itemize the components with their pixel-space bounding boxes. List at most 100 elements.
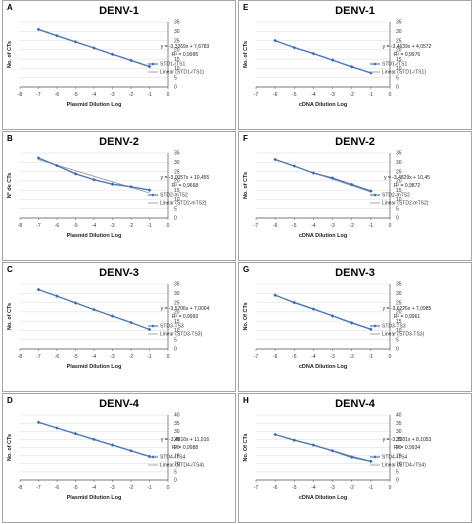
y-tick-label: 35	[396, 20, 402, 26]
chart-title: DENV-4	[335, 398, 376, 410]
chart-title: DENV-1	[99, 5, 139, 17]
data-point	[36, 287, 41, 292]
r-squared-label: R² = 0,9934	[394, 445, 420, 451]
y-tick-label: 0	[396, 478, 399, 484]
y-tick-label: 25	[396, 38, 402, 44]
x-tick-label: -5	[292, 354, 297, 360]
y-tick-label: 5	[174, 206, 177, 212]
regression-equation: y = -3,4816x + 11,016	[161, 437, 209, 443]
x-tick-label: -4	[92, 92, 97, 98]
y-tick-label: 20	[174, 48, 180, 54]
series-line	[274, 39, 372, 74]
x-axis-label: cDNA Dilution Log	[299, 495, 347, 501]
regression-equation: y = -3,0057x + 10,455	[161, 175, 210, 181]
x-axis-label: Plasmid Dilution Log	[67, 495, 122, 501]
data-point	[292, 164, 297, 168]
x-tick-label: -7	[254, 485, 259, 491]
series-line	[274, 294, 372, 330]
data-point	[147, 64, 152, 69]
y-tick-label: 20	[174, 310, 180, 316]
y-tick-label: 10	[174, 461, 180, 467]
x-tick-label: -5	[292, 92, 297, 98]
x-tick-label: -3	[330, 485, 335, 491]
legend-marker	[151, 455, 155, 459]
y-tick-label: 10	[174, 197, 180, 203]
x-tick-label: -6	[55, 485, 60, 491]
x-axis-label: Plasmid Dilution Log	[67, 102, 122, 108]
x-tick-label: 0	[389, 485, 392, 491]
y-tick-label: 10	[174, 66, 180, 72]
x-tick-label: -7	[36, 354, 41, 360]
data-point	[55, 426, 59, 430]
panel-frame	[2, 0, 236, 130]
y-tick-label: 35	[174, 151, 180, 157]
x-tick-label: -4	[311, 354, 316, 360]
legend-entry-series: STD1-rTS1	[382, 62, 408, 68]
panel-frame	[238, 131, 472, 261]
y-tick-label: 30	[174, 429, 180, 435]
r-squared-label: R² = 0,9872	[394, 183, 420, 189]
y-tick-label: 5	[396, 470, 399, 476]
panel-frame	[2, 393, 236, 523]
data-point	[92, 177, 96, 182]
x-tick-label: 0	[389, 92, 392, 98]
data-point	[292, 438, 297, 442]
y-tick-label: 0	[174, 478, 177, 484]
legend-entry-trend: Linear (STD4-rTS4)	[160, 463, 204, 469]
x-tick-label: -1	[147, 485, 152, 491]
y-tick-label: 0	[174, 85, 177, 91]
y-tick-label: 25	[174, 169, 180, 175]
panel-frame	[2, 131, 236, 261]
x-tick-label: -7	[254, 223, 259, 229]
x-tick-label: -4	[92, 223, 97, 229]
y-tick-label: 5	[396, 75, 399, 81]
chart-title: DENV-2	[99, 136, 139, 148]
y-axis-label: No. of CTs	[7, 303, 13, 330]
y-tick-label: 20	[396, 179, 402, 185]
y-tick-label: 30	[396, 291, 402, 297]
legend-entry-series: STD4-rTS4	[382, 455, 408, 461]
chart-title: DENV-2	[335, 136, 375, 148]
data-point	[92, 437, 96, 442]
y-axis-label: No. Of CTs	[243, 433, 249, 461]
x-tick-label: -4	[311, 223, 316, 229]
x-tick-label: -3	[110, 354, 115, 360]
legend-entry-trend: Linear (STD2-mTS2)	[382, 201, 429, 207]
r-squared-label: R² = 0,9961	[394, 314, 420, 320]
y-tick-label: 0	[396, 85, 399, 91]
legend-entry-trend: Linear (STD2-mTS2)	[160, 201, 207, 207]
panel-frame	[238, 262, 472, 392]
y-tick-label: 25	[396, 437, 402, 443]
x-tick-label: -7	[36, 223, 41, 229]
data-point	[147, 327, 152, 332]
panel-frame	[238, 0, 472, 130]
y-tick-label: 15	[174, 57, 180, 63]
y-tick-label: 15	[396, 319, 402, 325]
x-tick-label: -3	[330, 354, 335, 360]
legend-marker	[151, 324, 155, 328]
x-tick-label: -1	[369, 223, 374, 229]
legend-marker	[373, 324, 377, 328]
regression-equation: y = -3,4639x + 4,0572	[383, 44, 432, 50]
legend-entry-trend: Linear (STD4-rTS4)	[382, 463, 426, 469]
x-tick-label: -2	[349, 485, 354, 491]
r-squared-label: R² = 0,9993	[172, 314, 198, 320]
x-tick-label: -5	[73, 223, 78, 229]
x-tick-label: -5	[73, 354, 78, 360]
y-tick-label: 15	[174, 188, 180, 194]
legend-entry-trend: Linear (STD1-rTS1)	[382, 70, 426, 76]
x-tick-label: -7	[36, 485, 41, 491]
data-point	[369, 327, 373, 332]
y-tick-label: 20	[396, 48, 402, 54]
chart-panel-F: F DENV-2 0 5 10 15 20 25 30 35 -7 -6 -5 -4 -3 -2 -1 0 cDNA…	[238, 131, 472, 261]
y-tick-label: 30	[396, 429, 402, 435]
x-tick-label: -7	[36, 92, 41, 98]
legend-entry-trend: Linear (STD3-TS3)	[382, 332, 425, 338]
y-tick-label: 35	[396, 421, 402, 427]
panel-letter: C	[7, 265, 13, 274]
y-axis-label: No. of CTs	[243, 41, 249, 68]
x-tick-label: -2	[349, 354, 354, 360]
y-tick-label: 5	[396, 337, 399, 343]
chart-panel-G: G DENV-3 0 5 10 15 20 25 30 35 -7 -6 -5 -4 -3 -2 -1 0 cDNA…	[238, 262, 472, 392]
x-tick-label: -2	[349, 223, 354, 229]
